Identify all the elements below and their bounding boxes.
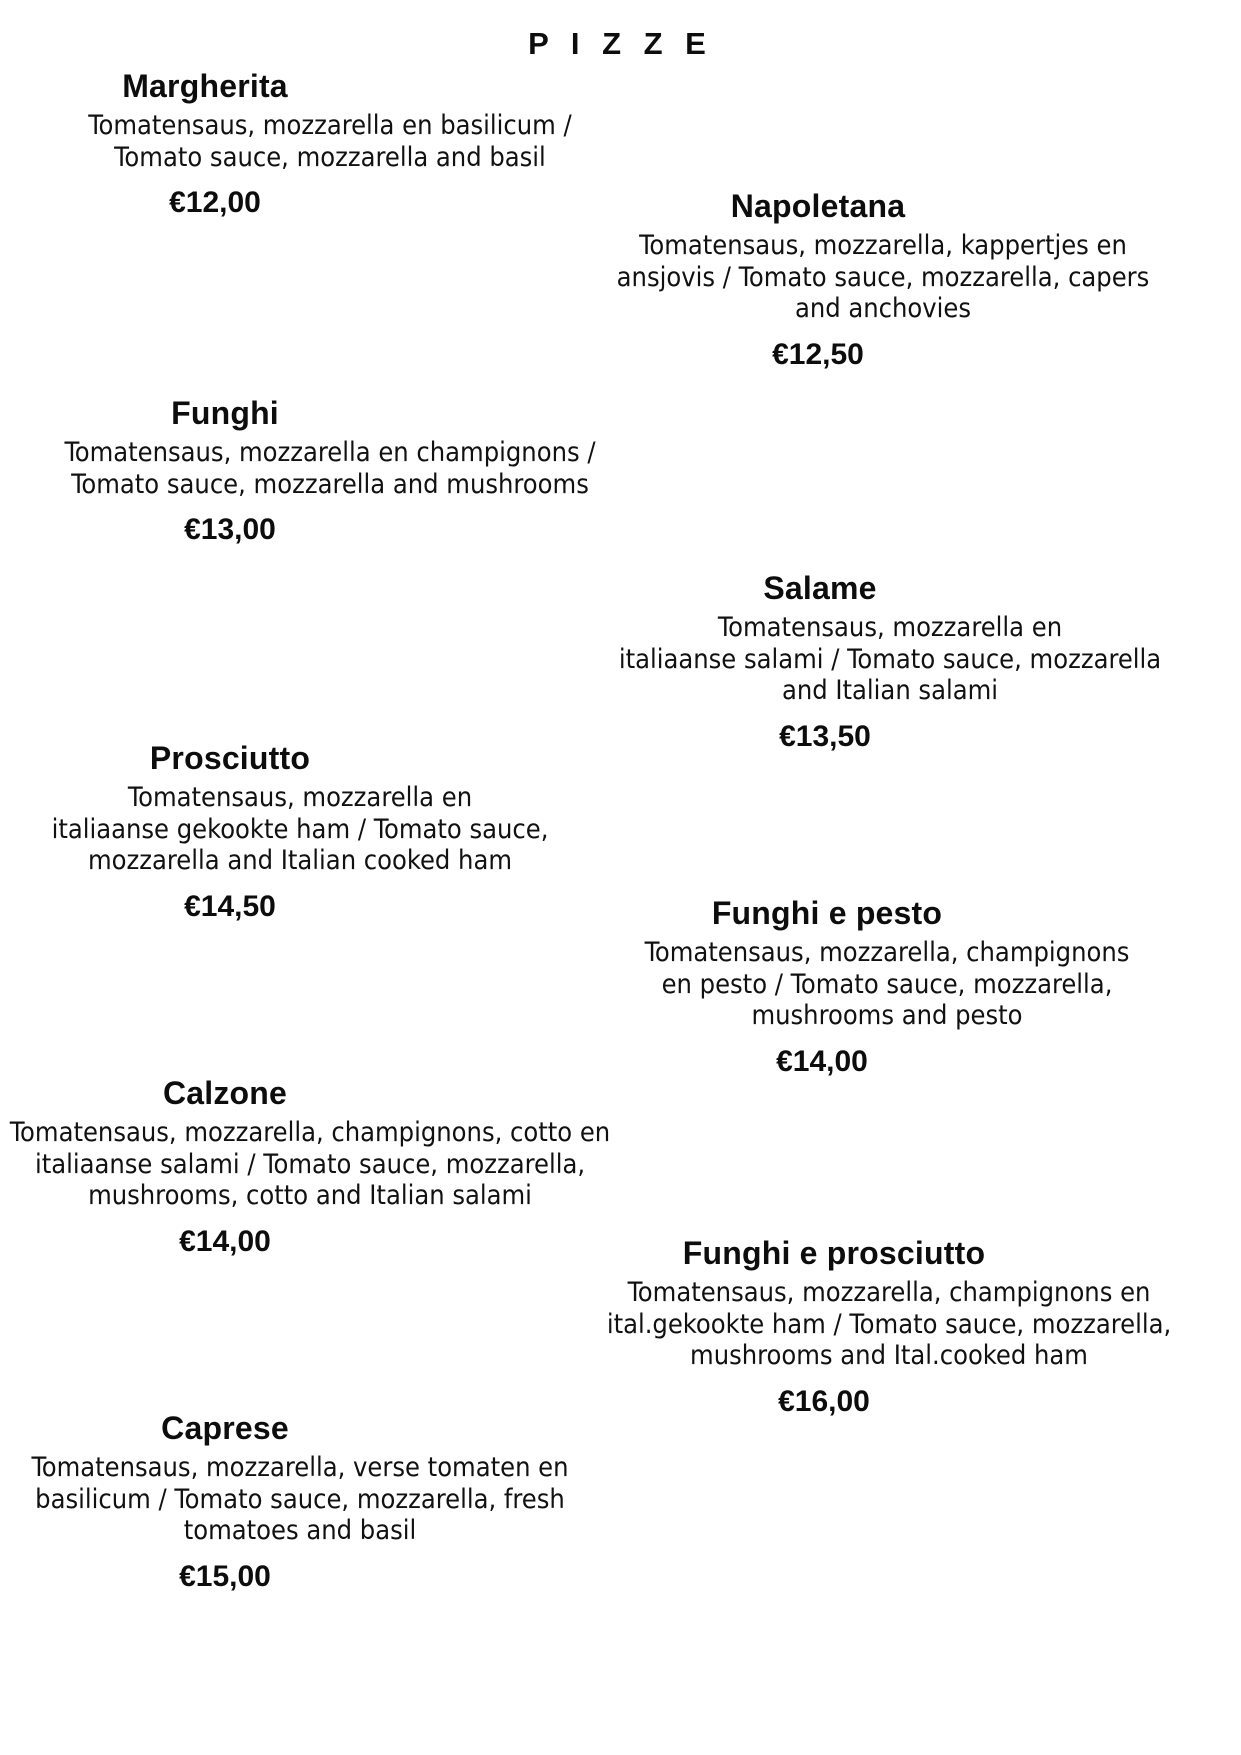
menu-item-price: €16,00 xyxy=(778,1385,870,1419)
menu-item-name: Napoletana xyxy=(730,188,906,224)
menu-item-price: €15,00 xyxy=(179,1560,271,1594)
menu-item-name: Prosciutto xyxy=(149,740,311,776)
menu-item-funghi-e-prosciutto: Funghi e prosciutto Tomatensaus, mozzare… xyxy=(561,1235,1241,1420)
menu-item-name: Caprese xyxy=(161,1410,289,1446)
menu-item-description: Tomatensaus, mozzarella en italiaanse ge… xyxy=(51,781,549,877)
menu-item-name: Funghi e prosciutto xyxy=(682,1235,986,1271)
menu-item-description: Tomatensaus, mozzarella en italiaanse sa… xyxy=(618,611,1162,707)
menu-item-funghi: Funghi Tomatensaus, mozzarella en champi… xyxy=(0,395,680,548)
menu-item-prosciutto: Prosciutto Tomatensaus, mozzarella en it… xyxy=(0,740,680,925)
menu-item-name: Calzone xyxy=(162,1075,288,1111)
menu-item-price: €12,50 xyxy=(772,338,864,372)
menu-item-funghi-e-pesto: Funghi e pesto Tomatensaus, mozzarella, … xyxy=(561,895,1241,1080)
menu-item-price: €14,50 xyxy=(184,890,276,924)
menu-item-description: Tomatensaus, mozzarella en basilicum / T… xyxy=(88,109,572,173)
menu-item-name: Funghi xyxy=(171,395,279,431)
menu-item-price: €14,00 xyxy=(776,1045,868,1079)
menu-item-price: €12,00 xyxy=(169,186,261,220)
menu-item-description: Tomatensaus, mozzarella, champignons en … xyxy=(606,1276,1172,1372)
menu-item-price: €14,00 xyxy=(179,1225,271,1259)
page-title: P I Z Z E xyxy=(528,26,713,61)
menu-item-price: €13,00 xyxy=(184,513,276,547)
menu-item-margherita: Margherita Tomatensaus, mozzarella en ba… xyxy=(0,68,680,221)
menu-item-name: Salame xyxy=(763,570,877,606)
menu-item-description: Tomatensaus, mozzarella, champignons en … xyxy=(644,936,1130,1032)
menu-item-calzone: Calzone Tomatensaus, mozzarella, champig… xyxy=(0,1075,680,1260)
menu-item-name: Funghi e pesto xyxy=(711,895,943,931)
menu-item-caprese: Caprese Tomatensaus, mozzarella, verse t… xyxy=(0,1410,680,1595)
menu-item-napoletana: Napoletana Tomatensaus, mozzarella, kapp… xyxy=(561,188,1241,373)
menu-item-description: Tomatensaus, mozzarella, kappertjes en a… xyxy=(616,229,1150,325)
menu-item-salame: Salame Tomatensaus, mozzarella en italia… xyxy=(561,570,1241,755)
menu-item-description: Tomatensaus, mozzarella, champignons, co… xyxy=(9,1116,611,1212)
menu-item-price: €13,50 xyxy=(779,720,871,754)
menu-item-description: Tomatensaus, mozzarella en champignons /… xyxy=(64,436,596,500)
menu-item-description: Tomatensaus, mozzarella, verse tomaten e… xyxy=(31,1451,569,1547)
menu-item-name: Margherita xyxy=(122,68,288,104)
